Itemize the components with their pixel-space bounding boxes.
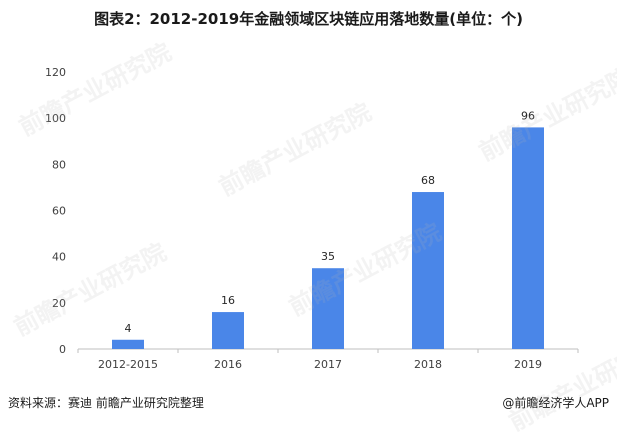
x-tick-label: 2019 <box>514 358 542 371</box>
y-tick-label: 40 <box>52 251 66 264</box>
y-tick-label: 0 <box>59 343 66 356</box>
data-label: 16 <box>221 294 235 307</box>
data-label: 35 <box>321 250 335 263</box>
bar <box>512 127 544 350</box>
bar-chart: 0 20 40 60 80 100 120 4 2012-2015 16 2016 35 2017 68 2… <box>45 66 579 371</box>
bar <box>312 268 344 349</box>
chart-title: 图表2：2012-2019年金融领域区块链应用落地数量(单位：个) <box>94 10 523 28</box>
data-label: 68 <box>421 174 435 187</box>
bar <box>412 192 444 349</box>
x-tick-label: 2012-2015 <box>98 358 158 371</box>
y-tick-label: 60 <box>52 205 66 218</box>
data-label: 96 <box>521 109 535 122</box>
x-tick-label: 2018 <box>414 358 442 371</box>
bar <box>112 339 144 349</box>
credit-note: @前瞻经济学人APP <box>502 396 609 410</box>
x-tick-label: 2017 <box>314 358 342 371</box>
data-label: 4 <box>125 322 132 335</box>
source-note: 资料来源：赛迪 前瞻产业研究院整理 <box>8 396 204 410</box>
y-tick-label: 120 <box>45 66 66 79</box>
y-tick-label: 80 <box>52 158 66 171</box>
x-tick-label: 2016 <box>214 358 242 371</box>
y-tick-label: 20 <box>52 297 66 310</box>
y-tick-label: 100 <box>45 112 66 125</box>
bar <box>212 312 244 349</box>
